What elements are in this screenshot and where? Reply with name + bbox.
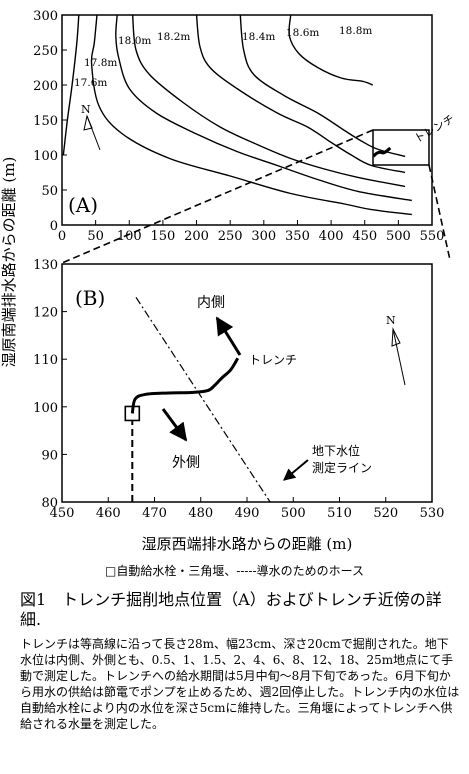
panel-b-x-tick-label: 530 — [420, 506, 445, 521]
panel-b: 450 460 470 480 490 500 510 520 530 80 90 100 110 12… — [33, 258, 444, 521]
legend-note: □自動給水栓・三角堰、-----導水のためのホース — [104, 564, 364, 578]
outside-label: 外側 — [172, 455, 200, 471]
panel-a-y-tick-label: 300 — [33, 9, 58, 24]
panel-a-y-ticks: 0 50 100 150 200 250 300 — [33, 9, 67, 234]
panel-b-x-tick-label: 470 — [142, 506, 167, 521]
contour-line — [131, 14, 406, 188]
panel-a-x-tick-label: 50 — [87, 229, 104, 244]
inside-arrow — [215, 316, 242, 356]
north-arrowhead-icon — [83, 114, 93, 131]
panel-a-trench-label: トレンチ — [412, 112, 457, 145]
panel-a-x-tick-label: 500 — [386, 229, 411, 244]
contour-label: 17.6m — [74, 77, 107, 89]
panel-a-label: (A) — [68, 193, 98, 217]
panel-b-north-label: N — [386, 314, 396, 327]
figure-caption: トレンチは等高線に沿って長さ28m、幅23cm、深さ20cmで掘削された。地下水… — [20, 637, 460, 731]
panel-b-trench-line — [130, 357, 240, 414]
panel-a-y-tick-label: 0 — [50, 219, 58, 234]
panel-a-x-tick-label: 400 — [319, 229, 344, 244]
panel-a-north-arrow: N — [81, 103, 101, 151]
panel-a-contours — [62, 14, 412, 216]
panel-a-x-tick-label: 350 — [285, 229, 310, 244]
panel-b-x-tick-label: 520 — [373, 506, 398, 521]
panel-a-y-tick-label: 100 — [33, 149, 58, 164]
panel-a-x-tick-label: 450 — [352, 229, 377, 244]
panel-a-x-tick-label: 550 — [420, 229, 445, 244]
zoom-line-left — [61, 129, 374, 264]
panel-b-y-tick-label: 90 — [41, 448, 58, 463]
panel-b-y-tick-label: 130 — [33, 258, 58, 273]
contour-line — [115, 14, 412, 202]
panel-b-y-tick-label: 100 — [33, 401, 58, 416]
panel-a-x-tick-label: 200 — [184, 229, 209, 244]
panel-a-x-tick-label: 150 — [150, 229, 175, 244]
panel-b-y-ticks: 80 90 100 110 120 130 — [33, 258, 67, 511]
panel-a: 0 50 100 150 200 250 300 350 400 450 500 550 0 50 100… — [33, 9, 457, 264]
panel-b-x-tick-label: 460 — [96, 506, 121, 521]
figure-canvas: 湿原南端排水路からの距離 (m) 0 50 100 150 200 250 300 350 40… — [0, 9, 457, 553]
x-axis-label: 湿原西端排水路からの距離 (m) — [142, 535, 353, 553]
contour-line — [90, 14, 412, 216]
north-arrow-icon — [392, 328, 406, 386]
zoom-line-right — [428, 164, 451, 261]
panel-b-y-tick-label: 110 — [33, 353, 58, 368]
contour-label: 18.2m — [157, 31, 190, 43]
panel-a-y-tick-label: 50 — [41, 184, 58, 199]
y-axis-label: 湿原南端排水路からの距離 (m) — [0, 157, 18, 368]
panel-b-x-tick-label: 500 — [281, 506, 306, 521]
panel-b-y-tick-label: 120 — [33, 306, 58, 321]
panel-a-x-tick-label: 300 — [251, 229, 276, 244]
outside-arrow — [161, 408, 188, 442]
measure-line-label: 地下水位 測定ライン — [312, 443, 372, 475]
panel-a-north-label: N — [81, 103, 91, 116]
panel-a-x-tick-label: 100 — [117, 229, 142, 244]
panel-a-y-tick-label: 200 — [33, 79, 58, 94]
measurement-line — [135, 296, 271, 503]
panel-b-label: (B) — [75, 286, 105, 310]
contour-label: 18.0m — [118, 35, 151, 47]
panel-b-frame — [61, 263, 433, 503]
figure-title: 図1 トレンチ掘削地点位置（A）およびトレンチ近傍の詳細. — [20, 590, 442, 629]
panel-a-y-tick-label: 150 — [33, 114, 58, 129]
panel-b-x-tick-label: 510 — [327, 506, 352, 521]
panel-b-north-arrow: N — [386, 314, 406, 386]
panel-a-x-tick-label: 0 — [58, 229, 66, 244]
panel-a-x-ticks: 0 50 100 150 200 250 300 350 400 450 500 550 — [58, 220, 445, 244]
inside-label: 内側 — [197, 295, 225, 311]
panel-b-x-tick-label: 490 — [235, 506, 260, 521]
contour-line — [62, 14, 80, 156]
panel-b-trench-label: トレンチ — [249, 353, 297, 367]
panel-b-x-tick-label: 480 — [188, 506, 213, 521]
contour-label: 18.4m — [242, 31, 275, 43]
measure-line-arrow — [283, 459, 309, 481]
panel-a-trench-box — [372, 129, 430, 166]
contour-label: 17.8m — [84, 57, 117, 69]
contour-label: 18.6m — [286, 27, 319, 39]
contour-label: 18.8m — [339, 25, 372, 37]
contour-line — [288, 14, 374, 86]
panel-a-y-tick-label: 250 — [33, 44, 58, 59]
panel-b-x-tick-label: 450 — [50, 506, 75, 521]
north-arrowhead-icon — [391, 327, 401, 347]
panel-b-x-ticks: 450 460 470 480 490 500 510 520 530 — [50, 497, 445, 521]
panel-a-x-tick-label: 250 — [218, 229, 243, 244]
contour-line — [195, 14, 406, 174]
panel-b-y-tick-label: 80 — [41, 496, 58, 511]
panel-a-trench-line — [372, 146, 392, 158]
